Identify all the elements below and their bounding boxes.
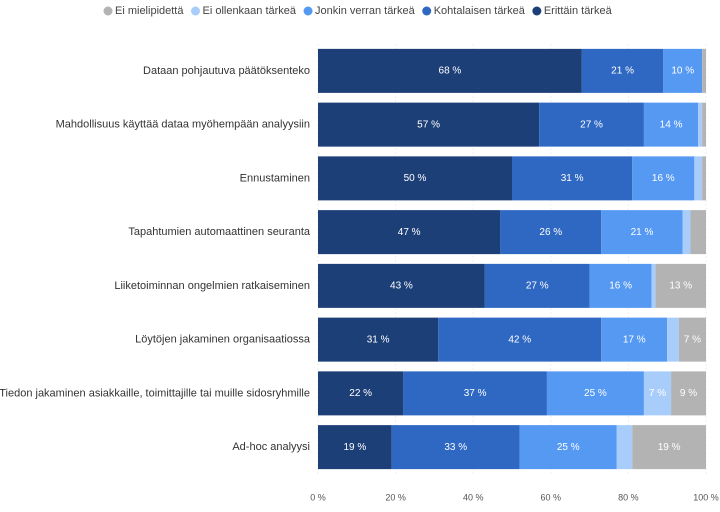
bar-segment (678, 317, 706, 362)
bar-segment (702, 102, 706, 147)
bar-segment (581, 48, 664, 93)
bar-segment (616, 425, 633, 470)
bar-segment (601, 210, 683, 255)
legend-label: Erittäin tärkeä (544, 5, 613, 17)
data-label: 17 % (623, 334, 646, 345)
bar-segment (546, 371, 644, 416)
bar-segment (318, 263, 485, 308)
legend-marker (532, 6, 542, 16)
bar-segment (643, 102, 699, 147)
bar-segment (702, 156, 706, 201)
data-label: 19 % (658, 442, 681, 453)
legend-label: Ei ollenkaan tärkeä (202, 5, 296, 17)
x-tick-label: 40 % (463, 492, 484, 502)
data-label: 13 % (669, 281, 692, 292)
data-label: 25 % (557, 442, 580, 453)
bar-segment (318, 102, 540, 147)
bar-segment (655, 263, 706, 308)
bar-segment (667, 317, 679, 362)
bar-segment (318, 371, 404, 416)
bar-segment (484, 263, 590, 308)
legend-label: Jonkin verran tärkeä (315, 5, 416, 17)
data-label: 68 % (439, 66, 462, 77)
data-label: 50 % (404, 173, 427, 184)
data-label: 19 % (343, 442, 366, 453)
x-tick-label: 80 % (618, 492, 639, 502)
bar-segment (671, 371, 706, 416)
data-label: 27 % (526, 281, 549, 292)
bar-segment (512, 156, 633, 201)
y-tick-label: Liiketoiminnan ongelmien ratkaiseminen (114, 280, 310, 292)
y-tick-label: Tiedon jakaminen asiakkaille, toimittaji… (0, 387, 310, 399)
data-label: 31 % (367, 334, 390, 345)
y-tick-label: Dataan pohjautuva päätöksenteko (143, 65, 310, 77)
data-label: 14 % (660, 119, 683, 130)
bar-segment (632, 425, 706, 470)
legend-marker (422, 6, 432, 16)
x-tick-label: 100 % (693, 492, 719, 502)
x-tick-label: 60 % (541, 492, 562, 502)
bar-segment (500, 210, 602, 255)
data-label: 43 % (390, 281, 413, 292)
data-label: 26 % (539, 227, 562, 238)
bar-segment (438, 317, 602, 362)
data-label: 42 % (508, 334, 531, 345)
bar-segment (318, 317, 439, 362)
data-label: 21 % (631, 227, 654, 238)
bar-segment (690, 210, 706, 255)
bar-segment (589, 263, 652, 308)
bar-segment (702, 48, 706, 93)
x-tick-label: 20 % (385, 492, 406, 502)
data-label: 22 % (349, 388, 372, 399)
data-label: 31 % (561, 173, 584, 184)
data-label: 37 % (464, 388, 487, 399)
data-label: 21 % (611, 66, 634, 77)
data-label: 33 % (444, 442, 467, 453)
bar-segment (643, 371, 672, 416)
data-label: 7 % (684, 334, 701, 345)
y-tick-label: Mahdollisuus käyttää dataa myöhempään an… (56, 119, 310, 131)
data-label: 16 % (609, 281, 632, 292)
legend-marker (303, 6, 313, 16)
bar-segment (601, 317, 668, 362)
bar-segment (694, 156, 703, 201)
bar-segment (682, 210, 691, 255)
bar-segment (318, 210, 501, 255)
bar-segment (651, 263, 656, 308)
legend-label: Ei mielipidettä (115, 5, 184, 17)
legend-label: Kohtalaisen tärkeä (434, 5, 526, 17)
data-label: 47 % (398, 227, 421, 238)
bar-segment (318, 156, 512, 201)
data-label: 7 % (649, 388, 666, 399)
legend-marker (103, 6, 113, 16)
bar-segment (539, 102, 644, 147)
y-tick-label: Löytöjen jakaminen organisaatiossa (135, 334, 311, 346)
bar-segment (519, 425, 617, 470)
data-label: 25 % (584, 388, 607, 399)
bar-segment (698, 102, 703, 147)
y-tick-label: Ad-hoc analyysi (232, 441, 310, 453)
x-tick-label: 0 % (310, 492, 326, 502)
bar-segment (663, 48, 703, 93)
data-label: 16 % (652, 173, 675, 184)
data-label: 57 % (417, 119, 440, 130)
y-tick-label: Ennustaminen (240, 172, 310, 184)
bar-segment (318, 48, 582, 93)
data-label: 10 % (671, 66, 694, 77)
data-label: 9 % (680, 388, 697, 399)
bar-segment (391, 425, 520, 470)
bar-segment (632, 156, 695, 201)
data-label: 27 % (580, 119, 603, 130)
legend-marker (190, 6, 200, 16)
bar-segment (403, 371, 547, 416)
bar-segment (318, 425, 392, 470)
y-tick-label: Tapahtumien automaattinen seuranta (128, 226, 311, 238)
